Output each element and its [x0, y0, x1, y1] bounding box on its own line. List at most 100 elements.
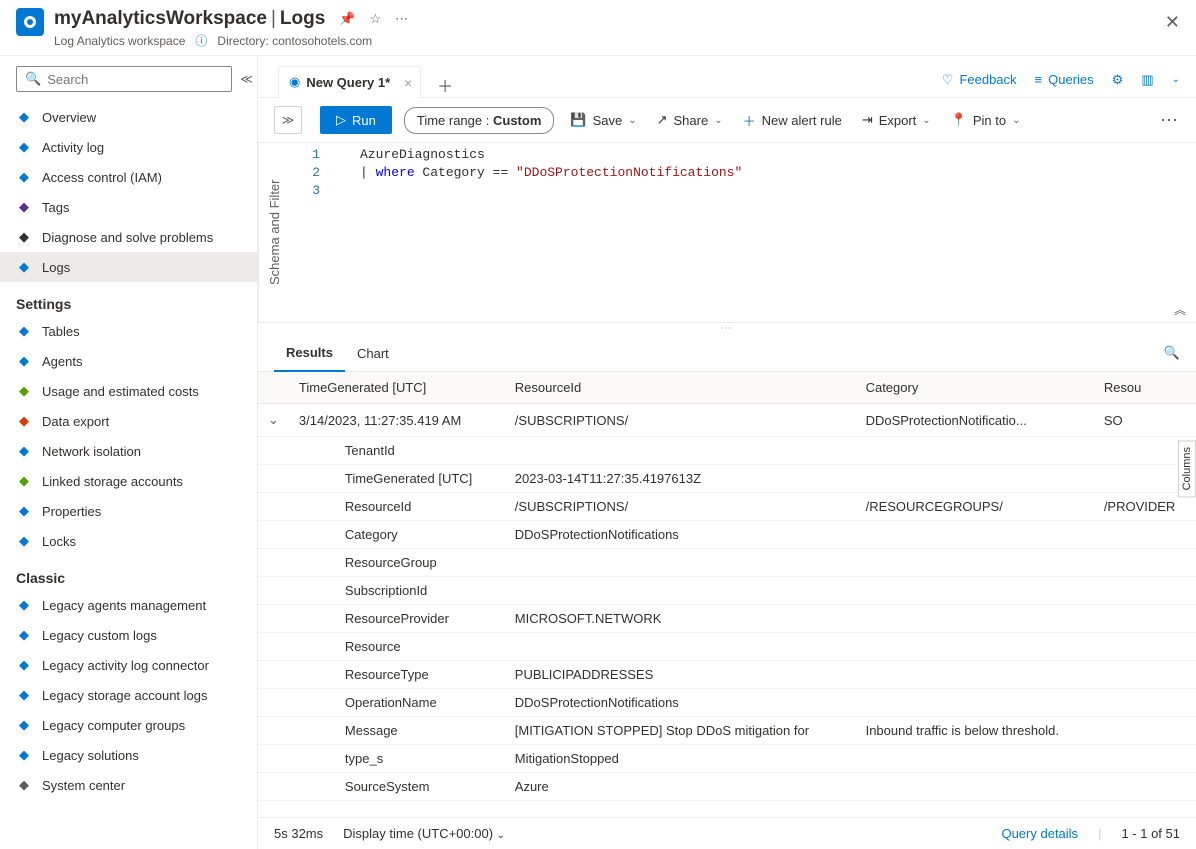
sidebar-search[interactable]: 🔍	[16, 66, 232, 92]
tab-close-icon[interactable]: ×	[404, 75, 412, 91]
sidebar-item-tables[interactable]: ◆Tables	[0, 316, 257, 346]
section-name: Logs	[280, 8, 325, 29]
workspace-name: myAnalyticsWorkspace	[54, 8, 267, 29]
close-icon[interactable]: ✕	[1165, 12, 1180, 33]
directory-label: Directory: contosohotels.com	[217, 34, 372, 48]
sidebar-item-usage-and-estimated-costs[interactable]: ◆ Usage and estimated costs	[0, 376, 257, 406]
search-input[interactable]	[47, 72, 223, 87]
heart-icon: ♡	[942, 72, 954, 88]
new-tab-button[interactable]: ＋	[427, 73, 463, 97]
column-header[interactable]: Category	[856, 372, 1094, 404]
toolbar-more-icon[interactable]: ⋯	[1160, 110, 1180, 131]
sidebar-item-legacy-custom-logs[interactable]: ◆Legacy custom logs	[0, 620, 257, 650]
export-button[interactable]: ⇥Export⌄	[858, 108, 935, 132]
nav-section-title: Classic	[0, 556, 257, 590]
collapse-editor-icon[interactable]: ︽	[1174, 301, 1186, 318]
sidebar-item-data-export[interactable]: ◆Data export	[0, 406, 257, 436]
sidebar-item-label: Diagnose and solve problems	[42, 230, 213, 245]
new-alert-button[interactable]: ＋New alert rule	[739, 107, 846, 134]
sidebar-item-label: Linked storage accounts	[42, 474, 183, 489]
access-icon: ◆	[16, 169, 32, 185]
subtitle: Log Analytics workspace	[54, 34, 185, 48]
column-header[interactable]: ResourceId	[505, 372, 856, 404]
detail-row: TenantId	[258, 437, 1196, 465]
editor-container: Schema and Filter 123 AzureDiagnostics| …	[258, 143, 1196, 323]
run-button[interactable]: ▷Run	[320, 106, 392, 134]
sidebar-item-access-control-iam-[interactable]: ◆Access control (IAM)	[0, 162, 257, 192]
locks-icon: ◆	[16, 533, 32, 549]
search-icon: 🔍	[25, 71, 41, 87]
query-editor[interactable]: 123 AzureDiagnostics| where Category == …	[290, 143, 1196, 322]
results-search-icon[interactable]: 🔍	[1164, 345, 1180, 361]
sidebar-item-label: Legacy agents management	[42, 598, 206, 613]
sidebar-item-linked-storage-accounts[interactable]: ◆ Linked storage accounts	[0, 466, 257, 496]
results-table: TimeGenerated [UTC]ResourceIdCategoryRes…	[258, 372, 1196, 801]
sidebar-item-overview[interactable]: ◆Overview	[0, 102, 257, 132]
sidebar-item-label: Legacy storage account logs	[42, 688, 208, 703]
query-tab[interactable]: ◉ New Query 1* ×	[278, 66, 421, 98]
column-header[interactable]: TimeGenerated [UTC]	[289, 372, 505, 404]
sidebar-item-locks[interactable]: ◆Locks	[0, 526, 257, 556]
query-details-link[interactable]: Query details	[1001, 826, 1078, 841]
display-time-dropdown[interactable]: Display time (UTC+00:00) ⌄	[343, 826, 505, 841]
legacy-icon: ◆	[16, 657, 32, 673]
chevron-down-icon[interactable]: ⌄	[1172, 74, 1180, 85]
tab-chart[interactable]: Chart	[345, 336, 401, 371]
pin-icon[interactable]: 📌	[339, 11, 355, 27]
sidebar-item-label: Agents	[42, 354, 82, 369]
sidebar-item-label: Usage and estimated costs	[42, 384, 199, 399]
sidebar-item-properties[interactable]: ◆Properties	[0, 496, 257, 526]
save-button[interactable]: 💾Save⌄	[566, 108, 640, 132]
schema-filter-panel[interactable]: Schema and Filter	[258, 143, 290, 322]
status-bar: 5s 32ms Display time (UTC+00:00) ⌄ Query…	[258, 817, 1196, 849]
sidebar-item-diagnose-and-solve-problems[interactable]: ◆Diagnose and solve problems	[0, 222, 257, 252]
columns-side-tab[interactable]: Columns	[1178, 440, 1196, 497]
collapse-sidebar-icon[interactable]: ≪	[240, 72, 253, 86]
sidebar-item-legacy-solutions[interactable]: ◆Legacy solutions	[0, 740, 257, 770]
query-toolbar: ≫ ▷Run Time range : Custom 💾Save⌄ ↗Share…	[258, 98, 1196, 143]
expand-schema-button[interactable]: ≫	[274, 106, 302, 134]
sidebar-item-logs[interactable]: ◆Logs	[0, 252, 257, 282]
more-icon[interactable]: ⋯	[395, 11, 408, 27]
feedback-link[interactable]: ♡Feedback	[942, 72, 1017, 88]
sidebar-item-label: Legacy computer groups	[42, 718, 185, 733]
storage-icon: ◆	[16, 473, 32, 489]
tags-icon: ◆	[16, 199, 32, 215]
sidebar-item-activity-log[interactable]: ◆Activity log	[0, 132, 257, 162]
nav-section-title: Settings	[0, 282, 257, 316]
tab-results[interactable]: Results	[274, 335, 345, 372]
sidebar-item-legacy-storage-account-logs[interactable]: ◆Legacy storage account logs	[0, 680, 257, 710]
sidebar-item-legacy-computer-groups[interactable]: ◆Legacy computer groups	[0, 710, 257, 740]
play-icon: ▷	[336, 112, 346, 128]
queries-link[interactable]: ≡Queries	[1035, 72, 1094, 87]
table-row[interactable]: ⌄3/14/2023, 11:27:35.419 AM/SUBSCRIPTION…	[258, 404, 1196, 437]
time-range-button[interactable]: Time range : Custom	[404, 107, 555, 134]
sidebar-item-label: Overview	[42, 110, 96, 125]
legacy-icon: ◆	[16, 747, 32, 763]
detail-row: SubscriptionId	[258, 577, 1196, 605]
resize-grip[interactable]: ⋯	[258, 323, 1196, 335]
tab-title: New Query 1*	[306, 75, 390, 90]
sidebar-item-system-center[interactable]: ◆System center	[0, 770, 257, 800]
share-icon: ↗	[657, 112, 668, 128]
panel-icon[interactable]: ▥	[1141, 72, 1153, 88]
query-duration: 5s 32ms	[274, 826, 323, 841]
sidebar-item-tags[interactable]: ◆ Tags	[0, 192, 257, 222]
header-titles: myAnalyticsWorkspace|Logs 📌 ☆ ⋯ Log Anal…	[54, 8, 1165, 49]
column-header[interactable]: Resou	[1094, 372, 1196, 404]
usage-icon: ◆	[16, 383, 32, 399]
pin-button[interactable]: 📍Pin to⌄	[947, 108, 1025, 132]
sidebar-item-label: Logs	[42, 260, 70, 275]
share-button[interactable]: ↗Share⌄	[653, 108, 727, 132]
sidebar-item-legacy-activity-log-connector[interactable]: ◆Legacy activity log connector	[0, 650, 257, 680]
settings-icon[interactable]: ⚙	[1112, 72, 1124, 88]
expand-row-icon[interactable]: ⌄	[268, 412, 279, 427]
detail-row: CategoryDDoSProtectionNotifications	[258, 521, 1196, 549]
sidebar-item-network-isolation[interactable]: ◆Network isolation	[0, 436, 257, 466]
sidebar-item-label: Tags	[42, 200, 69, 215]
main-area: ◉ New Query 1* × ＋ ♡Feedback ≡Queries ⚙ …	[258, 56, 1196, 849]
sidebar-item-agents[interactable]: ◆Agents	[0, 346, 257, 376]
favorite-icon[interactable]: ☆	[370, 11, 382, 27]
sidebar-item-legacy-agents-management[interactable]: ◆Legacy agents management	[0, 590, 257, 620]
results-area: Results Chart 🔍 TimeGenerated [UTC]Resou…	[258, 335, 1196, 849]
